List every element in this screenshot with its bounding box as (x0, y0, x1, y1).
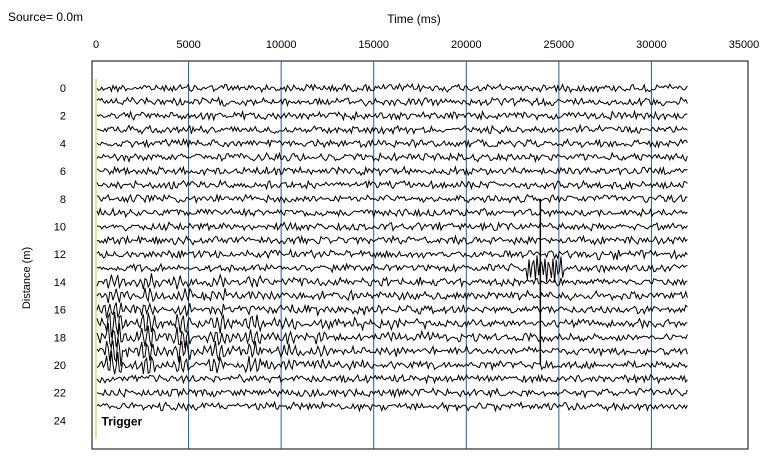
trace-3 (96, 123, 688, 136)
x-axis-title: Time (ms) (387, 12, 441, 26)
y-tick-label: 14 (54, 277, 66, 289)
x-tick-label: 20000 (451, 39, 482, 51)
x-tick-label: 30000 (636, 39, 667, 51)
trigger-label: Trigger (102, 414, 143, 428)
y-tick-label: 24 (54, 415, 66, 427)
trace-16 (96, 301, 688, 319)
y-tick-label: 6 (60, 166, 66, 178)
trace-15 (96, 287, 688, 304)
x-tick-label: 25000 (544, 39, 575, 51)
y-tick-label: 10 (54, 222, 66, 234)
trace-11 (96, 234, 688, 246)
trace-22 (96, 387, 688, 399)
trace-9 (96, 206, 688, 219)
trace-0 (96, 82, 688, 94)
trace-4 (96, 137, 688, 149)
trace-20 (96, 350, 688, 375)
y-tick-label: 18 (54, 332, 66, 344)
trace-12 (96, 248, 688, 261)
trace-18 (96, 322, 688, 349)
y-tick-label: 8 (60, 194, 66, 206)
trace-7 (96, 179, 688, 191)
trace-1 (96, 95, 688, 108)
y-axis-title: Distance (m) (21, 247, 33, 309)
x-tick-label: 10000 (266, 39, 297, 51)
trace-19 (96, 337, 688, 367)
y-tick-label: 4 (60, 138, 66, 150)
y-tick-label: 12 (54, 249, 66, 261)
trace-8 (96, 193, 688, 205)
y-tick-label: 20 (54, 360, 66, 372)
trace-2 (96, 109, 688, 122)
trace-14 (96, 273, 688, 290)
y-tick-label: 0 (60, 83, 66, 95)
trace-6 (96, 165, 688, 177)
x-tick-label: 0 (93, 39, 99, 51)
x-tick-label: 35000 (729, 39, 760, 51)
x-tick-label: 5000 (176, 39, 200, 51)
source-label: Source= 0.0m (8, 10, 83, 24)
y-tick-label: 16 (54, 305, 66, 317)
trace-23 (96, 400, 688, 413)
y-tick-label: 22 (54, 388, 66, 400)
trace-17 (96, 311, 688, 338)
trace-21 (96, 373, 688, 385)
seismic-traces (96, 82, 688, 413)
trace-5 (96, 151, 688, 164)
x-tick-labels: 0 5000 10000 15000 20000 25000 30000 35000 (93, 39, 759, 51)
trace-13 (96, 255, 688, 283)
x-tick-label: 15000 (358, 39, 389, 51)
y-tick-label: 2 (60, 111, 66, 123)
trace-10 (96, 221, 688, 232)
